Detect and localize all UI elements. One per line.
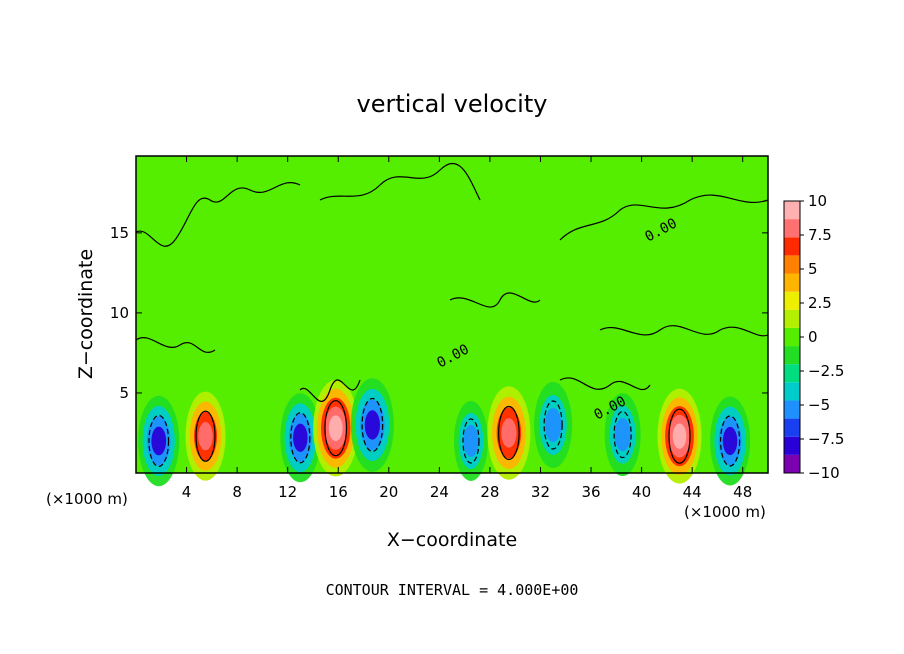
colorbar-segment [784,364,800,383]
x-tick-label: 48 [733,483,752,501]
y-axis-label: Z−coordinate [75,249,97,379]
zero-contour [135,337,216,353]
x-tick-label: 44 [683,483,702,501]
velocity-cell [487,386,531,480]
negative-contour [148,414,170,468]
velocity-band [463,424,479,457]
colorbar-tick-label: 10 [808,192,827,210]
negative-contour [361,397,384,453]
zero-contour [319,162,481,201]
colorbar-tick-label: 2.5 [808,294,832,312]
velocity-cell [657,388,702,484]
x-unit-label-right: (×1000 m) [684,503,766,521]
x-tick-label: 16 [329,483,348,501]
y-tick-label: 5 [119,384,129,402]
colorbar-segment [784,255,800,274]
colorbar-tick-label: 7.5 [808,226,832,244]
x-tick-label: 28 [480,483,499,501]
velocity-band [614,418,631,452]
negative-contour [290,412,311,464]
colorbar-segment [784,454,800,473]
positive-contour [195,410,216,462]
velocity-band [198,422,213,451]
colorbar-segment [784,309,800,328]
colorbar-tick-label: −5 [808,396,830,414]
x-tick-label: 40 [632,483,651,501]
colorbar: 10 7.5 5 2.5 0 −2.5 −5 −7.5 −10 [783,192,844,482]
colorbar-segment [784,327,800,347]
colorbar-segment [784,346,800,365]
colorbar-segment [784,436,800,455]
colorbar-segment [784,418,800,437]
colorbar-segment [784,237,800,256]
x-tick-label: 36 [581,483,600,501]
x-tick-label: 12 [278,483,297,501]
positive-contour [324,400,348,457]
x-tick-label: 32 [531,483,550,501]
colorbar-tick-label: −2.5 [808,362,844,380]
velocity-band [151,426,167,456]
x-axis-label: X−coordinate [387,529,517,551]
colorbar-segment [784,291,800,310]
x-tick-label: 8 [232,483,242,501]
velocity-cell [534,381,573,468]
velocity-band [544,407,562,442]
velocity-band [501,418,517,448]
zero-contour [599,325,769,337]
chart-title: vertical velocity [357,90,548,118]
colorbar-tick-label: −7.5 [808,430,844,448]
velocity-band [364,410,380,440]
colorbar-tick-label: 0 [808,328,818,346]
colorbar-tick-label: −10 [808,464,840,482]
velocity-band [293,423,308,452]
velocity-cell [350,378,394,472]
contour-interval-note: CONTOUR INTERVAL = 4.000E+00 [326,581,579,599]
colorbar-tick-label: 5 [808,260,818,278]
zero-contour [559,194,769,241]
y-tick-label: 10 [110,304,129,322]
velocity-band [328,415,343,442]
velocity-cell [185,391,226,481]
positive-contour [498,405,520,461]
colorbar-segment [784,219,800,238]
positive-contour [668,408,691,464]
colorbar-segment [784,201,800,220]
colorbar-segment [784,382,800,401]
negative-contour [613,410,632,459]
negative-contour [462,418,480,464]
velocity-band [722,426,738,456]
zero-contour [449,292,541,308]
negative-contour [543,400,563,450]
velocity-cell [280,393,321,483]
velocity-cell [138,395,180,487]
velocity-cell [710,396,751,486]
x-tick-label: 24 [430,483,449,501]
velocity-band [672,423,687,449]
velocity-cell [453,400,488,481]
velocity-cell [604,393,641,477]
x-tick-label: 4 [182,483,192,501]
zero-contour [299,379,361,402]
zero-contour [559,377,651,391]
negative-contour [719,415,741,467]
colorbar-segment [784,273,800,292]
plot-frame [135,155,769,474]
velocity-cell [313,379,359,477]
colorbar-segment [784,400,800,419]
x-unit-label-left: (×1000 m) [46,490,128,508]
zero-contour [135,182,301,247]
y-tick-label: 15 [110,224,129,242]
x-tick-label: 20 [379,483,398,501]
